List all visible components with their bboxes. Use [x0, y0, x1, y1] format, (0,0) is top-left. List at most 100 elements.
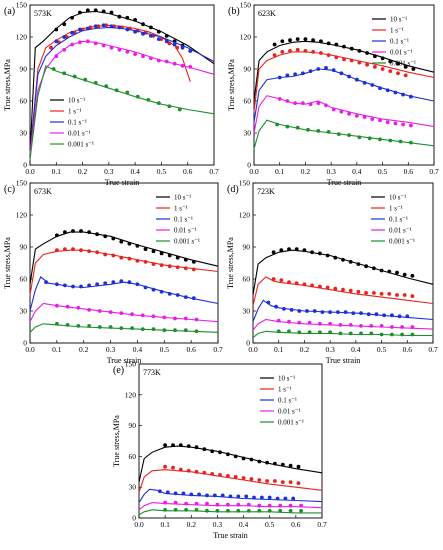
x-tick-label: 0.0 [248, 345, 258, 354]
data-point [282, 307, 286, 311]
data-point [277, 97, 282, 101]
chart-panel-4: 0.0 0.1 0.2 0.3 0.4 0.5 0.6 0.7 0 30 60 90 120 150 Tru… [112, 360, 327, 541]
data-point [395, 293, 399, 297]
data-point [400, 325, 404, 329]
data-point [164, 39, 169, 44]
data-point [410, 332, 415, 337]
data-point [336, 310, 340, 314]
data-point [141, 31, 145, 36]
data-point [202, 447, 207, 452]
x-tick-label: 0.2 [300, 345, 310, 354]
data-point [104, 84, 109, 88]
temperature-label: 623K [258, 9, 276, 18]
series-line [29, 26, 215, 155]
data-point [289, 308, 294, 312]
data-point [348, 288, 353, 293]
data-point [159, 289, 164, 294]
x-tick-label: 0.5 [265, 520, 275, 529]
data-point [308, 102, 313, 107]
data-point [342, 44, 346, 49]
legend-label: 0.001 s⁻¹ [174, 238, 200, 246]
chart-panel-0: 0.0 0.1 0.2 0.3 0.4 0.5 0.6 0.7 0 30 60 90 120 150 Tru… [3, 1, 219, 188]
x-tick-label: 0.0 [134, 520, 144, 529]
data-point [78, 40, 82, 45]
data-point [149, 25, 153, 30]
data-point [359, 331, 363, 336]
data-point [337, 132, 341, 137]
legend-label: 0.1 s⁻¹ [389, 216, 408, 224]
legend-label: 10 s⁻¹ [389, 194, 406, 202]
chart-panel-1: 0.0 0.1 0.2 0.3 0.4 0.5 0.6 0.7 0 30 60 90 120 150 Tru… [227, 1, 439, 188]
legend-label: 0.01 s⁻¹ [390, 49, 413, 57]
data-point [339, 71, 344, 76]
data-point [410, 294, 415, 298]
chart-panel-2: 0.0 0.1 0.2 0.3 0.4 0.5 0.6 0.70306090120150Tru… [3, 179, 223, 366]
y-tick-label: 150 [240, 1, 252, 10]
data-point [156, 29, 161, 34]
data-point [180, 45, 185, 50]
data-point [109, 10, 114, 15]
data-point [63, 247, 67, 252]
data-point [387, 269, 392, 274]
legend-label: 1 s⁻¹ [389, 205, 403, 213]
legend-label: 0.001 s⁻¹ [278, 419, 304, 427]
data-point [173, 500, 178, 505]
data-point [117, 47, 122, 52]
data-point [283, 496, 288, 501]
data-point [294, 247, 299, 252]
data-point [95, 250, 99, 255]
data-point [370, 117, 375, 121]
data-point [205, 501, 209, 506]
data-point [54, 54, 59, 59]
y-tick-label: 60 [243, 275, 251, 284]
panel-label: (c) [4, 184, 15, 195]
data-point [165, 490, 170, 495]
x-tick-label: 0.2 [187, 520, 197, 529]
y-tick-label: 30 [20, 307, 28, 316]
data-point [184, 507, 189, 512]
data-point [378, 118, 382, 123]
data-point [146, 98, 151, 102]
data-point [365, 51, 369, 55]
x-tick-label: 0.7 [317, 520, 327, 529]
data-point [159, 37, 164, 41]
data-point [194, 317, 199, 322]
data-point [410, 325, 415, 329]
data-point [93, 81, 98, 85]
series-line [253, 119, 435, 150]
data-point [301, 101, 305, 105]
data-point [71, 284, 75, 289]
data-point [396, 71, 400, 76]
data-point [246, 508, 251, 513]
chart-panel-3: 0.0 0.1 0.2 0.3 0.4 0.5 0.6 0.7 0 30 60 90 120 150 Tru… [226, 179, 438, 366]
data-point [288, 480, 293, 484]
data-point [379, 268, 384, 273]
data-point [51, 67, 56, 71]
data-point [191, 267, 196, 272]
data-point [343, 310, 348, 314]
data-point [390, 332, 394, 337]
data-point [341, 257, 345, 262]
data-point [252, 495, 256, 500]
data-point [210, 472, 215, 476]
data-point [294, 281, 299, 286]
data-point [181, 491, 186, 496]
series-line [29, 276, 219, 312]
data-point [319, 51, 323, 55]
data-point [318, 321, 322, 326]
data-point [236, 502, 241, 507]
data-point [297, 309, 302, 313]
y-tick-label: 90 [20, 243, 28, 252]
data-point [357, 60, 362, 65]
data-point [183, 328, 188, 333]
data-point [275, 122, 279, 127]
data-point [205, 508, 209, 513]
data-point [125, 90, 130, 95]
x-tick-label: 0.7 [213, 345, 223, 354]
data-point [388, 59, 393, 64]
data-point [87, 283, 91, 288]
data-point [210, 449, 215, 454]
data-point [411, 67, 416, 71]
data-point [349, 58, 354, 63]
data-point [63, 230, 67, 235]
